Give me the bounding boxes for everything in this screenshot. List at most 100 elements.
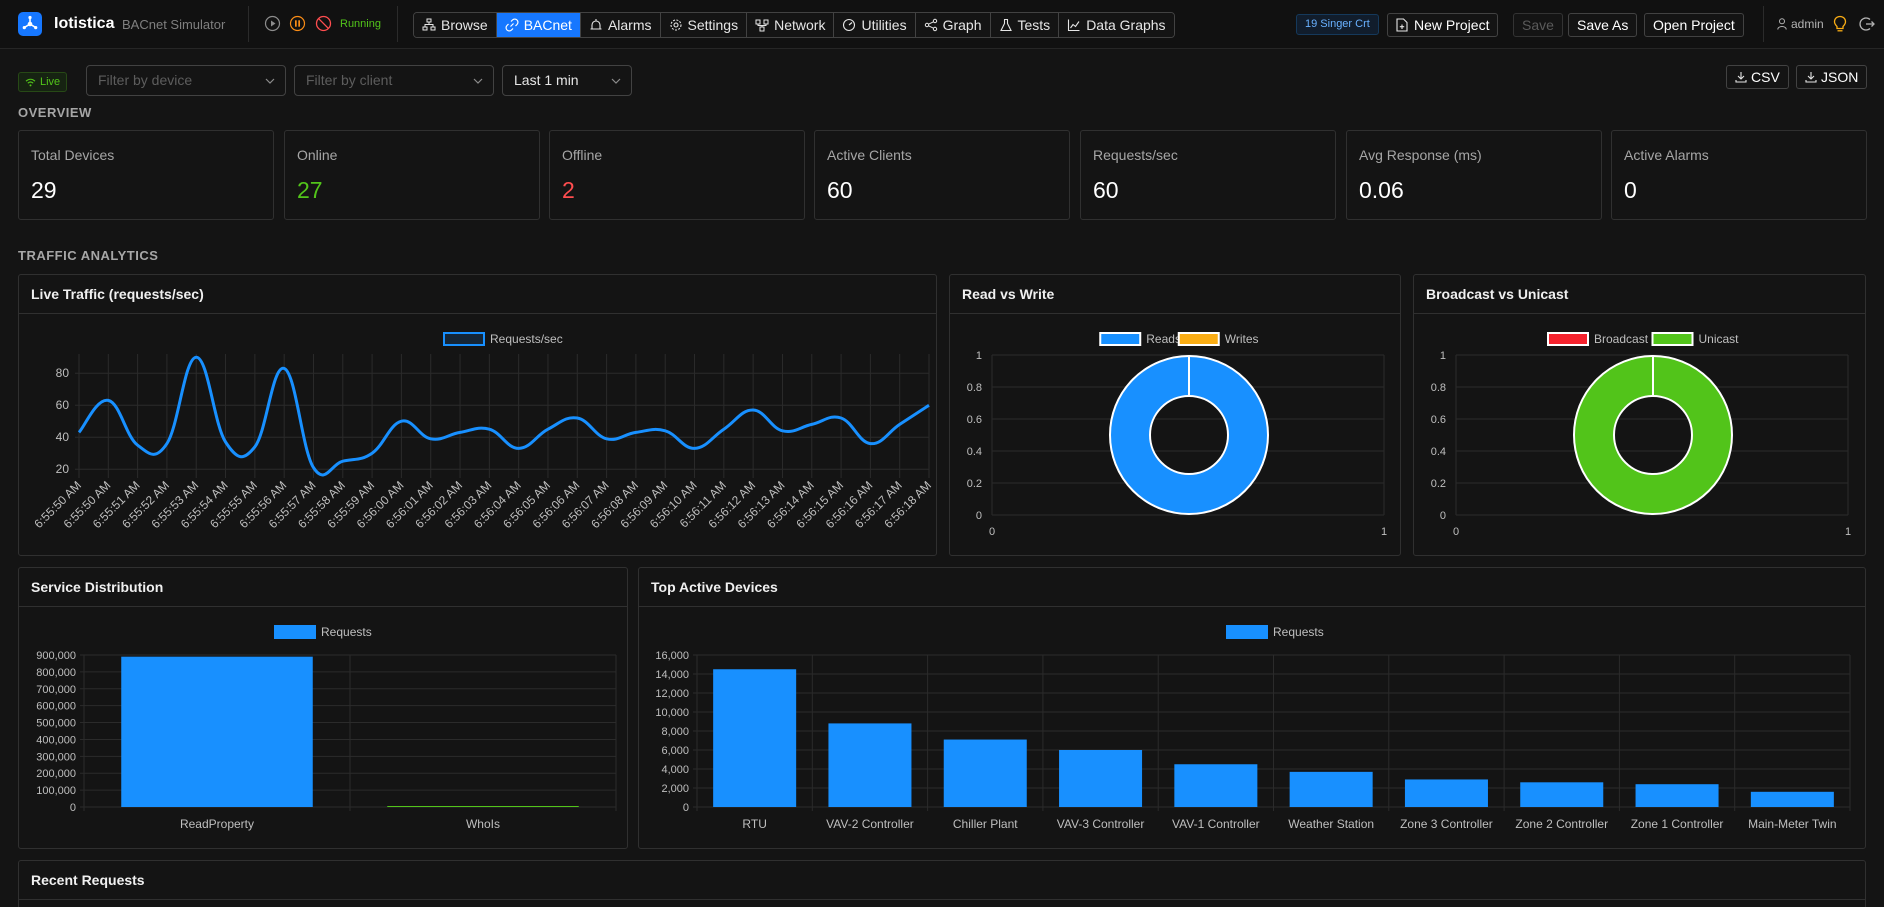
sitemap-icon xyxy=(422,18,436,31)
y-tick-label: 0.8 xyxy=(1431,382,1446,394)
lightbulb-icon[interactable] xyxy=(1833,15,1847,33)
time-range-select[interactable]: Last 1 min xyxy=(502,65,632,96)
stat-label: Online xyxy=(297,147,338,163)
divider xyxy=(397,6,398,42)
nav-network[interactable]: Network xyxy=(747,13,835,37)
csv-label: CSV xyxy=(1751,69,1780,85)
play-icon[interactable] xyxy=(264,15,281,32)
bar xyxy=(1059,750,1143,807)
logout-icon[interactable] xyxy=(1859,16,1875,32)
legend-label: Writes xyxy=(1225,332,1259,346)
bar xyxy=(1750,791,1834,807)
x-tick-label: 0 xyxy=(989,526,995,538)
device-filter-select[interactable]: Filter by device xyxy=(86,65,286,96)
stat-value: 0.06 xyxy=(1359,177,1404,203)
json-label: JSON xyxy=(1821,69,1859,85)
nav-alarms[interactable]: Alarms xyxy=(580,13,661,37)
x-tick-label: Zone 1 Controller xyxy=(1631,817,1724,831)
panel-title: Read vs Write xyxy=(962,286,1055,302)
legend-swatch xyxy=(1226,625,1268,639)
stat-value: 60 xyxy=(1093,177,1119,203)
new-project-button[interactable]: New Project xyxy=(1387,13,1499,37)
stat-value: 2 xyxy=(562,177,575,203)
y-tick-label: 0.2 xyxy=(1431,478,1446,490)
nav-settings[interactable]: Settings xyxy=(660,13,748,37)
panel-divider xyxy=(19,313,936,314)
top-devices-chart: 0 2,000 4,000 6,000 8,000 10,000 12,000 14,000 1… xyxy=(655,625,1851,831)
y-tick-label: 900,000 xyxy=(36,650,76,662)
x-tick-label: RTU xyxy=(742,817,766,831)
y-tick-label: 0.6 xyxy=(1431,414,1446,426)
user-icon xyxy=(1777,18,1787,30)
status-running: Running xyxy=(340,18,381,30)
network-icon xyxy=(755,19,769,32)
legend-swatch xyxy=(1177,332,1220,346)
nav-utilities[interactable]: Utilities xyxy=(834,13,916,37)
save-button[interactable]: Save xyxy=(1513,13,1563,37)
divider xyxy=(248,6,249,42)
top-bar: Iotistica BACnet Simulator Running Brows… xyxy=(0,0,1884,49)
export-json-button[interactable]: JSON xyxy=(1796,65,1868,89)
y-tick-label: 0 xyxy=(70,802,76,814)
legend-label: Requests xyxy=(1273,625,1324,639)
client-filter-select[interactable]: Filter by client xyxy=(294,65,494,96)
user-name[interactable]: admin xyxy=(1791,17,1824,31)
y-tick-label: 100,000 xyxy=(36,785,76,797)
stat-label: Requests/sec xyxy=(1093,147,1178,163)
alarm-icon xyxy=(590,19,602,30)
legend-label: Requests/sec xyxy=(490,332,563,346)
nav-graph[interactable]: Graph xyxy=(915,13,991,37)
live-tag[interactable]: Live xyxy=(18,72,68,92)
device-filter-placeholder: Filter by device xyxy=(98,72,193,88)
y-tick-label: 0.8 xyxy=(967,382,982,394)
pause-icon[interactable] xyxy=(289,15,306,32)
wifi-icon xyxy=(25,78,36,86)
export-csv-button[interactable]: CSV xyxy=(1726,65,1789,89)
service-distribution-chart: 0 100,000 200,000 300,000 400,000 500,000 600,… xyxy=(36,625,617,831)
x-tick-label: 1 xyxy=(1845,526,1851,538)
stat-label: Offline xyxy=(562,147,603,163)
stop-icon[interactable] xyxy=(315,15,332,32)
bar xyxy=(943,739,1027,807)
bar xyxy=(121,656,313,807)
save-as-button[interactable]: Save As xyxy=(1568,13,1638,37)
gear-icon xyxy=(669,19,682,31)
nav-label: Alarms xyxy=(607,17,652,33)
nav-browse[interactable]: Browse xyxy=(414,13,497,37)
y-tick-label: 10,000 xyxy=(655,707,689,719)
traffic-analytics-title: TRAFFIC ANALYTICS xyxy=(18,248,159,263)
open-project-button[interactable]: Open Project xyxy=(1644,13,1744,37)
site-badge[interactable]: 19 Singer Crt xyxy=(1296,14,1379,35)
file-add-icon xyxy=(1396,18,1408,32)
y-tick-label: 40 xyxy=(56,430,70,444)
y-tick-label: 1 xyxy=(976,350,982,362)
x-tick-label: Zone 2 Controller xyxy=(1515,817,1608,831)
panel-divider xyxy=(1414,313,1865,314)
y-tick-label: 0 xyxy=(1440,510,1446,522)
stat-label: Active Alarms xyxy=(1624,147,1709,163)
y-tick-label: 0.6 xyxy=(967,414,982,426)
y-tick-label: 0 xyxy=(976,510,982,522)
stat-card: Online 27 xyxy=(284,130,540,220)
panel-title: Service Distribution xyxy=(31,579,164,595)
stat-value: 29 xyxy=(31,177,57,203)
bar xyxy=(713,669,797,807)
y-tick-label: 60 xyxy=(56,398,70,412)
y-tick-label: 400,000 xyxy=(36,734,76,746)
y-tick-label: 200,000 xyxy=(36,768,76,780)
legend-label: Unicast xyxy=(1699,332,1740,346)
x-tick-label: VAV-2 Controller xyxy=(826,817,914,831)
top-devices-panel: Top Active Devices 0 2,000 4,000 6,000 8,000… xyxy=(638,567,1866,849)
x-tick-label: 0 xyxy=(1453,526,1459,538)
overview-title: OVERVIEW xyxy=(18,105,92,120)
broadcast-unicast-chart: 0 0.2 0.4 0.6 0.8 1 0 1 Broadcast Unicast xyxy=(1431,332,1851,538)
save-as-label: Save As xyxy=(1577,17,1629,33)
nav-data-graphs[interactable]: Data Graphs xyxy=(1059,13,1174,37)
nav-tests[interactable]: Tests xyxy=(990,13,1060,37)
x-tick-label: Zone 3 Controller xyxy=(1400,817,1493,831)
x-tick-label: VAV-3 Controller xyxy=(1057,817,1145,831)
y-tick-label: 80 xyxy=(56,366,70,380)
nav-bacnet[interactable]: BACnet xyxy=(496,13,581,37)
chevron-down-icon xyxy=(473,78,483,84)
